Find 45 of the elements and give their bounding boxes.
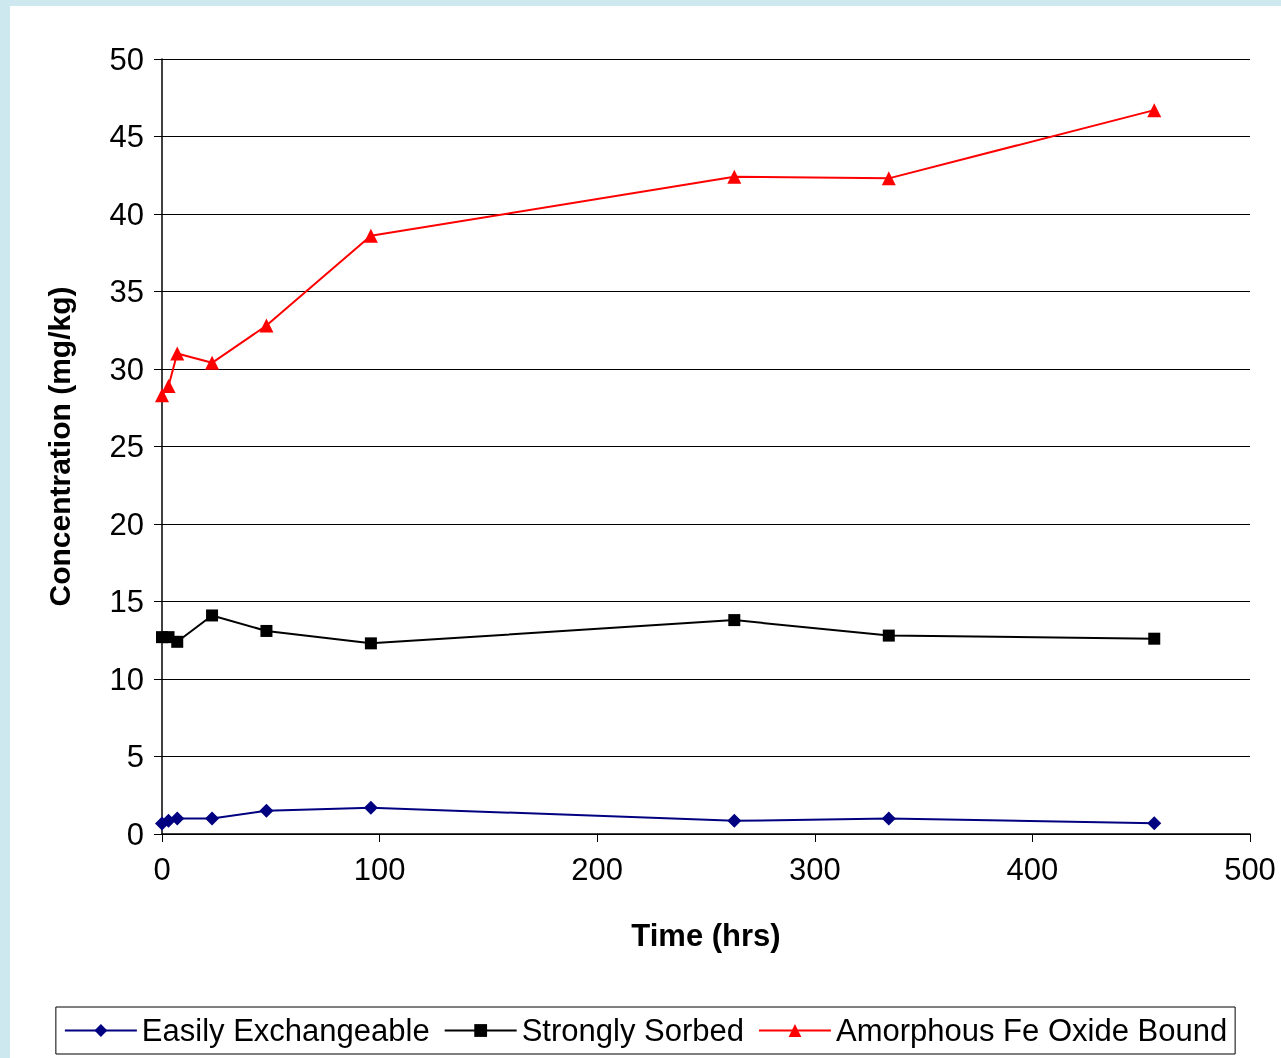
x-tick-label: 0 xyxy=(153,852,171,887)
point xyxy=(260,624,273,637)
point xyxy=(1147,103,1162,118)
point xyxy=(727,813,742,828)
point xyxy=(1147,816,1162,831)
point xyxy=(155,388,169,403)
point xyxy=(728,614,741,627)
y-tick-label: 30 xyxy=(109,351,144,387)
point xyxy=(881,811,896,826)
y-axis-title: Concentration (mg/kg) xyxy=(42,286,76,607)
point xyxy=(170,346,185,361)
y-tick-label: 0 xyxy=(126,816,144,852)
x-tick-label: 500 xyxy=(1224,852,1276,887)
y-tick-label: 40 xyxy=(109,196,144,232)
point xyxy=(206,609,219,622)
y-tick-label: 50 xyxy=(109,41,144,77)
y-tick-label: 45 xyxy=(109,119,144,154)
x-tick-label: 200 xyxy=(571,852,624,887)
point xyxy=(1148,632,1161,645)
y-tick-label: 10 xyxy=(109,661,144,697)
point xyxy=(882,629,895,642)
legend-label: Strongly Sorbed xyxy=(521,1013,744,1048)
point xyxy=(170,811,185,826)
point xyxy=(205,811,220,826)
legend-label: Easily Exchangeable xyxy=(141,1013,430,1048)
point xyxy=(171,635,184,648)
y-tick-label: 15 xyxy=(109,584,144,619)
y-tick-label: 5 xyxy=(126,739,144,774)
x-tick-label: 400 xyxy=(1006,852,1059,887)
point xyxy=(881,171,896,186)
point xyxy=(259,318,274,333)
y-tick-label: 25 xyxy=(109,429,144,464)
point xyxy=(363,800,378,815)
point xyxy=(161,379,176,394)
x-tick-label: 300 xyxy=(788,852,841,887)
x-tick-label: 100 xyxy=(353,852,406,887)
point xyxy=(363,228,378,243)
point xyxy=(727,169,742,184)
x-axis-title: Time (hrs) xyxy=(631,918,781,953)
y-tick-label: 35 xyxy=(109,274,144,309)
y-tick-label: 20 xyxy=(109,506,144,542)
point xyxy=(364,637,377,650)
point xyxy=(259,803,274,818)
legend-label: Amorphous Fe Oxide Bound xyxy=(835,1013,1228,1048)
point xyxy=(205,355,220,370)
